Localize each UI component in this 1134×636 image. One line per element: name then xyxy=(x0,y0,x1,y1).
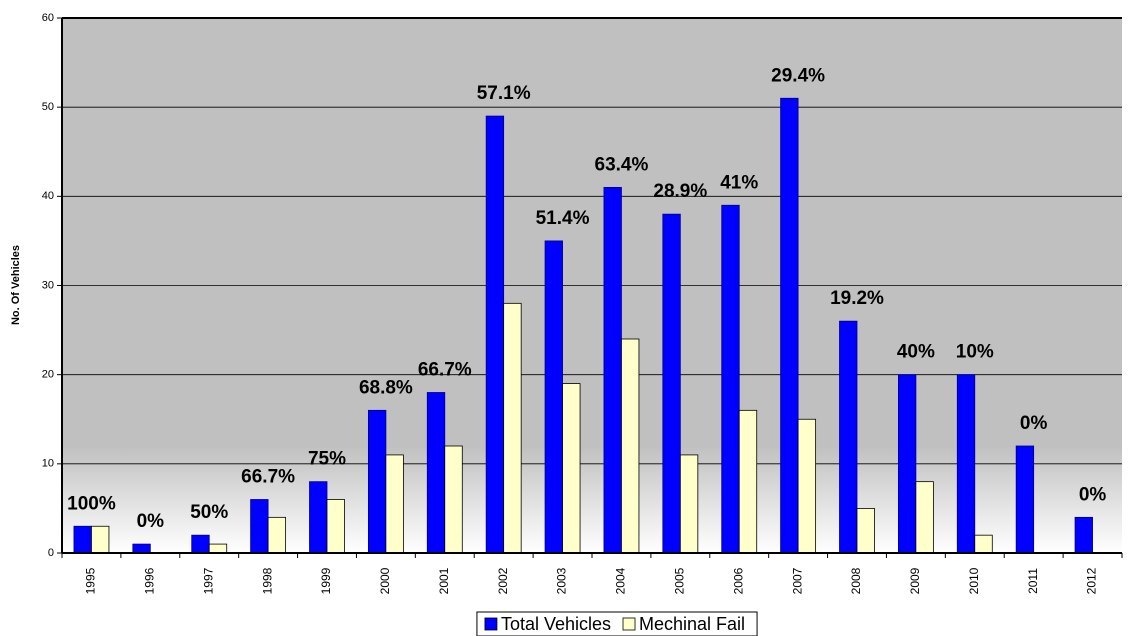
bar xyxy=(91,525,110,554)
x-tick-label: 1998 xyxy=(260,567,274,594)
x-tick-label: 2004 xyxy=(614,567,628,594)
x-tick-label: 2007 xyxy=(790,567,804,594)
bar xyxy=(367,409,387,554)
bar xyxy=(326,499,345,554)
bar xyxy=(444,445,463,554)
bar xyxy=(1074,516,1093,554)
bar xyxy=(503,302,522,554)
bar xyxy=(721,204,740,554)
legend-box xyxy=(476,611,758,636)
legend: Total Vehicles Mechinal Fail xyxy=(476,611,758,636)
y-tick-label: 40 xyxy=(42,190,54,202)
x-tick-label: 2009 xyxy=(908,567,922,594)
bar xyxy=(426,392,446,554)
bar xyxy=(780,97,799,554)
bar xyxy=(485,115,505,554)
bar xyxy=(856,508,875,554)
bar xyxy=(915,481,934,554)
x-tick-label: 2003 xyxy=(555,567,569,594)
y-tick-label: 0 xyxy=(48,547,54,559)
bar xyxy=(132,543,151,554)
bar xyxy=(897,374,917,554)
legend-label: Total Vehicles xyxy=(501,614,611,634)
x-tick-label: 2000 xyxy=(378,567,392,594)
x-tick-label: 2011 xyxy=(1026,568,1040,594)
annotation: 100% xyxy=(67,493,116,514)
annotation: 28.9% xyxy=(653,181,707,202)
bar xyxy=(956,374,976,554)
x-tick-label: 2008 xyxy=(849,567,863,594)
annotation: 0% xyxy=(1020,413,1048,434)
legend-swatch xyxy=(622,617,636,631)
bar xyxy=(738,409,758,554)
bar xyxy=(839,320,858,554)
x-tick-label: 1996 xyxy=(143,567,157,594)
x-tick-label: 2005 xyxy=(673,567,687,594)
bar xyxy=(191,534,210,554)
annotation: 57.1% xyxy=(477,83,531,104)
annotation: 75% xyxy=(308,449,346,470)
bar xyxy=(974,534,993,554)
bar xyxy=(562,383,581,554)
bar xyxy=(621,338,640,554)
y-tick-label: 30 xyxy=(42,279,54,291)
legend-swatch xyxy=(484,617,498,631)
annotation: 66.7% xyxy=(241,467,295,488)
y-tick-label: 60 xyxy=(42,12,54,24)
bar xyxy=(267,516,287,554)
x-tick-label: 2001 xyxy=(437,567,451,594)
legend-label: Mechinal Fail xyxy=(639,614,745,634)
bar xyxy=(662,213,681,554)
bar xyxy=(603,187,622,554)
y-tick-label: 10 xyxy=(42,458,54,470)
annotation: 10% xyxy=(956,342,994,363)
y-tick-label: 20 xyxy=(42,369,54,381)
x-tick-label: 1995 xyxy=(84,567,98,594)
x-tick-label: 2002 xyxy=(496,567,510,594)
annotation: 50% xyxy=(190,502,228,523)
annotation: 29.4% xyxy=(771,65,825,86)
x-tick-label: 1997 xyxy=(201,567,215,594)
bar xyxy=(679,454,699,554)
y-tick-label: 50 xyxy=(42,101,54,113)
annotation: 63.4% xyxy=(595,154,649,175)
annotation: 41% xyxy=(720,172,758,193)
annotation: 19.2% xyxy=(830,288,884,309)
annotation: 51.4% xyxy=(536,208,590,229)
y-axis-title: No. Of Vehicles xyxy=(10,245,22,325)
bar xyxy=(1015,445,1035,554)
bar xyxy=(309,481,328,554)
annotation: 0% xyxy=(1079,484,1107,505)
annotation: 66.7% xyxy=(418,360,472,381)
bar xyxy=(385,454,404,554)
bar xyxy=(250,499,269,554)
bar xyxy=(544,240,563,554)
x-tick-label: 1999 xyxy=(319,567,333,594)
bar xyxy=(73,525,92,554)
annotation: 40% xyxy=(897,342,935,363)
bar xyxy=(797,418,817,554)
x-tick-label: 2012 xyxy=(1085,567,1099,594)
bar xyxy=(208,543,228,554)
annotation: 68.8% xyxy=(359,377,413,398)
x-tick-label: 2006 xyxy=(731,567,745,594)
x-tick-label: 2010 xyxy=(967,567,981,594)
annotation: 0% xyxy=(137,511,165,532)
